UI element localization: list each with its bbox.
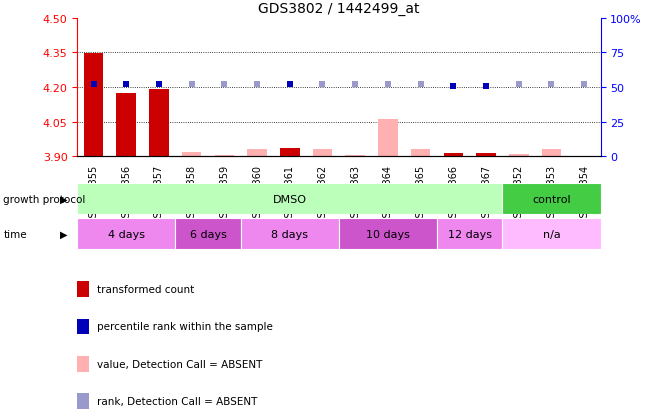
Bar (509, 154, 529, 157)
Text: 8 days: 8 days (271, 229, 308, 240)
Bar (77, 184, 503, 215)
Bar (241, 219, 339, 250)
Bar (280, 149, 299, 157)
Text: growth protocol: growth protocol (3, 194, 86, 204)
Text: transformed count: transformed count (97, 285, 195, 294)
Bar (378, 120, 398, 157)
Text: DMSO: DMSO (273, 194, 307, 204)
Bar (437, 219, 503, 250)
Bar (149, 90, 169, 157)
Bar (503, 219, 601, 250)
Text: percentile rank within the sample: percentile rank within the sample (97, 322, 273, 332)
Bar (339, 219, 437, 250)
Bar (346, 156, 365, 157)
Bar (77, 219, 175, 250)
Text: ▶: ▶ (60, 229, 68, 240)
Text: 12 days: 12 days (448, 229, 492, 240)
Bar (411, 150, 430, 157)
Text: value, Detection Call = ABSENT: value, Detection Call = ABSENT (97, 359, 262, 369)
Bar (182, 152, 201, 157)
Bar (313, 150, 332, 157)
Text: control: control (532, 194, 571, 204)
Bar (84, 55, 103, 157)
Bar (175, 219, 241, 250)
Bar (215, 156, 234, 157)
Text: rank, Detection Call = ABSENT: rank, Detection Call = ABSENT (97, 396, 258, 406)
Text: ▶: ▶ (60, 194, 68, 204)
Bar (444, 154, 463, 157)
Text: 4 days: 4 days (108, 229, 145, 240)
Bar (503, 184, 601, 215)
Text: 10 days: 10 days (366, 229, 410, 240)
Bar (574, 156, 594, 157)
Bar (248, 150, 267, 157)
Text: n/a: n/a (543, 229, 560, 240)
Bar (476, 154, 496, 157)
Bar (541, 150, 561, 157)
Text: time: time (3, 229, 27, 240)
Text: 6 days: 6 days (190, 229, 226, 240)
Bar (117, 93, 136, 157)
Title: GDS3802 / 1442499_at: GDS3802 / 1442499_at (258, 2, 419, 16)
